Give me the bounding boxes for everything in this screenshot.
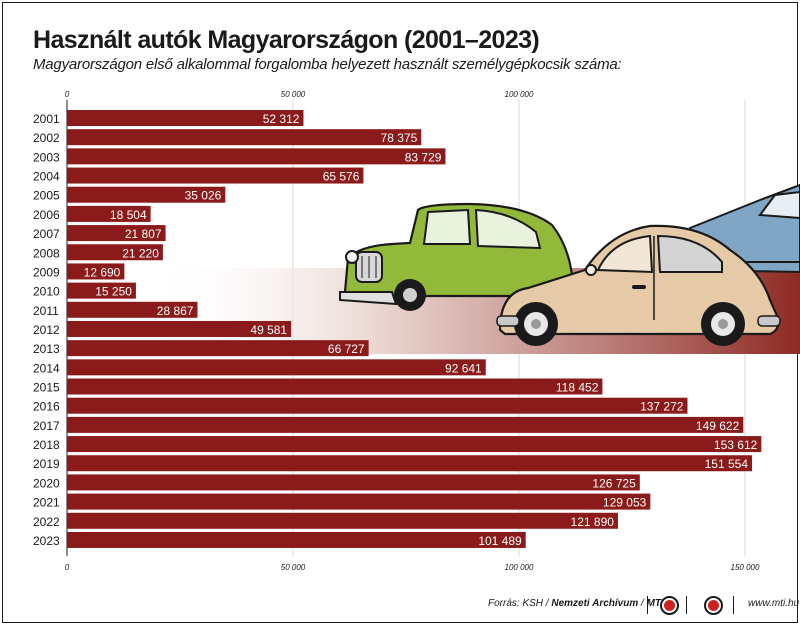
bar	[67, 416, 744, 433]
axis-tick-top: 0	[65, 90, 70, 99]
year-label: 2003	[33, 150, 60, 164]
value-label: 21 807	[125, 227, 162, 241]
value-label: 28 867	[157, 304, 194, 318]
bar	[67, 512, 618, 529]
bar	[67, 110, 304, 126]
axis-tick-bottom: 50 000	[281, 563, 306, 572]
value-label: 151 554	[705, 457, 749, 471]
source-separator: /	[638, 598, 647, 609]
bar	[67, 186, 226, 203]
bar	[67, 455, 753, 472]
bar	[67, 148, 446, 165]
year-label: 2008	[33, 246, 60, 260]
year-label: 2006	[33, 208, 60, 222]
value-label: 118 452	[556, 381, 599, 395]
value-label: 149 622	[696, 419, 740, 433]
bar	[67, 359, 486, 376]
year-label: 2023	[33, 534, 60, 548]
year-label: 2007	[33, 227, 60, 241]
value-label: 49 581	[250, 323, 287, 337]
source-mti: MTI	[646, 598, 664, 609]
value-label: 153 612	[714, 438, 758, 452]
value-label: 126 725	[592, 476, 636, 490]
beige-beetle-car-icon	[496, 224, 781, 346]
value-label: 21 220	[122, 246, 159, 260]
year-label: 2018	[33, 438, 60, 452]
value-label: 15 250	[95, 285, 132, 299]
value-label: 66 727	[328, 342, 365, 356]
source-credit: Forrás: KSH / Nemzeti Archívum / MTI	[488, 598, 664, 609]
year-label: 2021	[33, 496, 60, 510]
bar	[67, 493, 651, 510]
year-label: 2002	[33, 131, 60, 145]
year-label: 2022	[33, 515, 60, 529]
year-label: 2015	[33, 381, 60, 395]
bar	[67, 378, 603, 395]
bar	[67, 263, 125, 280]
axis-tick-bottom: 100 000	[505, 563, 534, 572]
value-label: 52 312	[263, 112, 300, 126]
chart-title: Használt autók Magyarországon (2001–2023…	[33, 26, 540, 54]
footer-divider	[686, 596, 687, 614]
year-label: 2017	[33, 419, 60, 433]
year-label: 2014	[33, 361, 60, 375]
website-link[interactable]: www.mti.hu	[748, 598, 800, 609]
bar	[67, 301, 198, 318]
mti-logo-icon	[704, 596, 723, 615]
bar	[67, 397, 688, 414]
value-label: 18 504	[110, 208, 147, 222]
axis-tick-bottom: 0	[65, 563, 70, 572]
value-label: 83 729	[405, 150, 442, 164]
value-label: 65 576	[323, 170, 360, 184]
value-label: 92 641	[445, 361, 482, 375]
value-label: 35 026	[185, 189, 222, 203]
bar	[67, 531, 526, 548]
bar	[67, 129, 422, 146]
green-vintage-car-icon	[339, 202, 574, 311]
year-label: 2020	[33, 476, 60, 490]
value-label: 101 489	[478, 534, 522, 548]
year-label: 2005	[33, 189, 60, 203]
bar	[67, 436, 762, 453]
value-label: 129 053	[603, 496, 647, 510]
bar	[67, 205, 151, 222]
bar	[67, 225, 166, 242]
value-label: 121 890	[571, 515, 615, 529]
source-prefix: Forrás: KSH /	[488, 598, 552, 609]
bar	[67, 167, 364, 184]
axis-tick-top: 100 000	[505, 90, 534, 99]
bar	[67, 474, 640, 491]
axis-tick-top: 50 000	[281, 90, 306, 99]
source-archive: Nemzeti Archívum	[551, 598, 639, 609]
chart-subtitle: Magyarországon első alkalommal forgalomb…	[33, 56, 622, 73]
year-label: 2004	[33, 170, 60, 184]
bar	[67, 244, 163, 261]
bar	[67, 340, 369, 357]
footer-divider	[647, 596, 648, 614]
value-label: 137 272	[640, 400, 684, 414]
year-label: 2009	[33, 265, 60, 279]
bar	[67, 320, 292, 337]
mtva-logo-icon	[660, 596, 679, 615]
year-label: 2011	[33, 304, 59, 318]
value-label: 78 375	[381, 131, 418, 145]
year-label: 2001	[33, 112, 60, 126]
axis-tick-bottom: 150 000	[731, 563, 760, 572]
year-label: 2012	[33, 323, 60, 337]
footer-divider	[733, 596, 734, 614]
cars-illustration	[339, 183, 800, 346]
year-label: 2019	[33, 457, 60, 471]
year-label: 2013	[33, 342, 60, 356]
year-label: 2016	[33, 400, 60, 414]
year-label: 2010	[33, 285, 60, 299]
bar	[67, 282, 136, 299]
value-label: 12 690	[84, 265, 121, 279]
